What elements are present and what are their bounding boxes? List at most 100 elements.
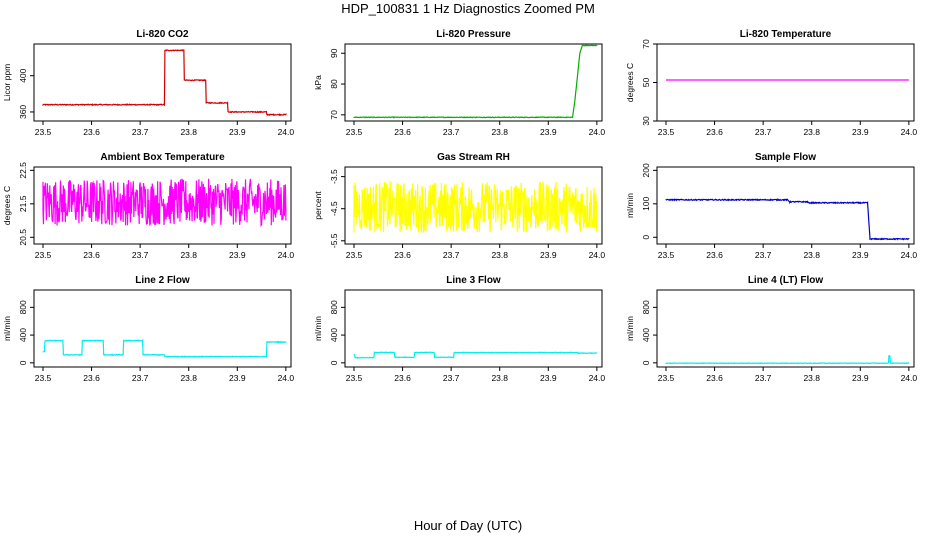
y-tick-label: 800 bbox=[641, 300, 651, 314]
x-axis-label: Hour of Day (UTC) bbox=[413, 518, 523, 533]
y-axis-label: ml/min bbox=[625, 193, 635, 218]
y-tick-label: 90 bbox=[329, 48, 339, 58]
x-tick-label: 23.7 bbox=[443, 373, 460, 383]
chart-title: Li-820 Pressure bbox=[436, 29, 511, 40]
y-tick-label: 70 bbox=[329, 110, 339, 120]
series-line bbox=[665, 355, 910, 365]
y-axis-label: Licor ppm bbox=[2, 64, 12, 101]
chart-panel: Sample Flow ml/min 23.5 23.6 23.7 23.8 23.9 24.… bbox=[625, 152, 917, 260]
x-tick-label: 23.5 bbox=[658, 373, 675, 383]
x-tick-label: 23.9 bbox=[229, 373, 246, 383]
x-tick-label: 23.9 bbox=[540, 250, 557, 260]
x-tick-label: 23.6 bbox=[83, 127, 100, 137]
x-tick-label: 23.9 bbox=[852, 250, 869, 260]
series-line bbox=[42, 178, 287, 228]
x-tick-label: 23.8 bbox=[803, 373, 820, 383]
plot-frame bbox=[344, 43, 603, 122]
x-tick-label: 23.6 bbox=[394, 250, 411, 260]
x-tick-label: 24.0 bbox=[589, 250, 606, 260]
chart-panel: Li-820 Temperature degrees C 23.5 23.6 23.7 2… bbox=[625, 29, 917, 137]
x-tick-label: 24.0 bbox=[278, 250, 295, 260]
y-tick-label: 0 bbox=[641, 235, 651, 240]
x-tick-label: 24.0 bbox=[278, 373, 295, 383]
x-tick-label: 23.7 bbox=[755, 250, 772, 260]
y-tick-label: 30 bbox=[641, 116, 651, 126]
chart-title: Sample Flow bbox=[755, 152, 816, 163]
x-tick-label: 23.6 bbox=[706, 127, 723, 137]
chart-title: Line 2 Flow bbox=[135, 275, 190, 286]
x-tick-label: 24.0 bbox=[901, 373, 918, 383]
chart-title: Line 4 (LT) Flow bbox=[748, 275, 824, 286]
plot-frame bbox=[33, 166, 292, 245]
y-tick-label: -3.5 bbox=[329, 169, 339, 184]
series-line bbox=[353, 351, 598, 359]
series-line bbox=[353, 44, 598, 119]
x-tick-label: 23.7 bbox=[443, 127, 460, 137]
x-tick-label: 23.7 bbox=[132, 373, 149, 383]
x-tick-label: 23.8 bbox=[491, 250, 508, 260]
y-axis-label: ml/min bbox=[625, 316, 635, 341]
chart-title: Gas Stream RH bbox=[437, 152, 510, 163]
x-tick-label: 23.8 bbox=[180, 250, 197, 260]
y-tick-label: 21.5 bbox=[18, 195, 28, 212]
x-tick-label: 23.8 bbox=[180, 373, 197, 383]
y-tick-label: 360 bbox=[18, 105, 28, 119]
y-tick-label: 400 bbox=[18, 328, 28, 342]
y-tick-label: 100 bbox=[641, 196, 651, 210]
x-tick-label: 23.8 bbox=[803, 250, 820, 260]
x-tick-label: 23.5 bbox=[346, 250, 363, 260]
plot-frame bbox=[344, 166, 603, 245]
plot-frame bbox=[33, 43, 292, 122]
y-axis-label: ml/min bbox=[313, 316, 323, 341]
x-tick-label: 23.5 bbox=[35, 127, 52, 137]
chart-title: Li-820 Temperature bbox=[740, 29, 832, 40]
x-tick-label: 23.9 bbox=[540, 127, 557, 137]
y-tick-label: 80 bbox=[329, 79, 339, 89]
y-tick-label: 400 bbox=[329, 328, 339, 342]
y-tick-label: 20.5 bbox=[18, 229, 28, 246]
plot-frame bbox=[656, 43, 915, 122]
x-tick-label: 23.6 bbox=[394, 373, 411, 383]
x-tick-label: 24.0 bbox=[589, 127, 606, 137]
y-tick-label: 0 bbox=[329, 360, 339, 365]
plot-frame bbox=[33, 289, 292, 368]
y-tick-label: -4.5 bbox=[329, 201, 339, 216]
chart-title: Li-820 CO2 bbox=[136, 29, 189, 40]
series-line bbox=[665, 198, 910, 241]
x-tick-label: 24.0 bbox=[278, 127, 295, 137]
x-tick-label: 23.8 bbox=[803, 127, 820, 137]
x-tick-label: 23.8 bbox=[491, 373, 508, 383]
y-axis-label: kPa bbox=[313, 75, 323, 90]
y-tick-label: 200 bbox=[641, 163, 651, 177]
x-tick-label: 23.9 bbox=[540, 373, 557, 383]
chart-panel: Line 4 (LT) Flow ml/min 23.5 23.6 23.7 23.8 23… bbox=[625, 275, 917, 383]
y-tick-label: 400 bbox=[641, 328, 651, 342]
y-tick-label: 800 bbox=[329, 300, 339, 314]
x-tick-label: 23.6 bbox=[706, 373, 723, 383]
y-axis-label: percent bbox=[313, 191, 323, 220]
x-tick-label: 23.9 bbox=[229, 250, 246, 260]
y-tick-label: 800 bbox=[18, 300, 28, 314]
y-axis-label: degrees C bbox=[625, 63, 635, 102]
x-tick-label: 23.5 bbox=[35, 373, 52, 383]
x-tick-label: 23.6 bbox=[83, 250, 100, 260]
y-axis-label: ml/min bbox=[2, 316, 12, 341]
y-tick-label: 70 bbox=[641, 39, 651, 49]
y-tick-label: -5.5 bbox=[329, 233, 339, 248]
x-tick-label: 23.7 bbox=[755, 373, 772, 383]
x-tick-label: 23.5 bbox=[35, 250, 52, 260]
plot-frame bbox=[656, 166, 915, 245]
chart-panel: Gas Stream RH percent 23.5 23.6 23.7 23.8 23.9… bbox=[313, 152, 605, 260]
series-line bbox=[42, 338, 287, 358]
x-tick-label: 23.6 bbox=[706, 250, 723, 260]
x-tick-label: 23.9 bbox=[229, 127, 246, 137]
x-tick-label: 23.8 bbox=[491, 127, 508, 137]
y-tick-label: 50 bbox=[641, 78, 651, 88]
chart-title: Line 3 Flow bbox=[446, 275, 501, 286]
y-tick-label: 400 bbox=[18, 68, 28, 82]
plot-frame bbox=[344, 289, 603, 368]
x-tick-label: 23.7 bbox=[132, 250, 149, 260]
x-tick-label: 23.7 bbox=[443, 250, 460, 260]
y-tick-label: 22.5 bbox=[18, 162, 28, 179]
